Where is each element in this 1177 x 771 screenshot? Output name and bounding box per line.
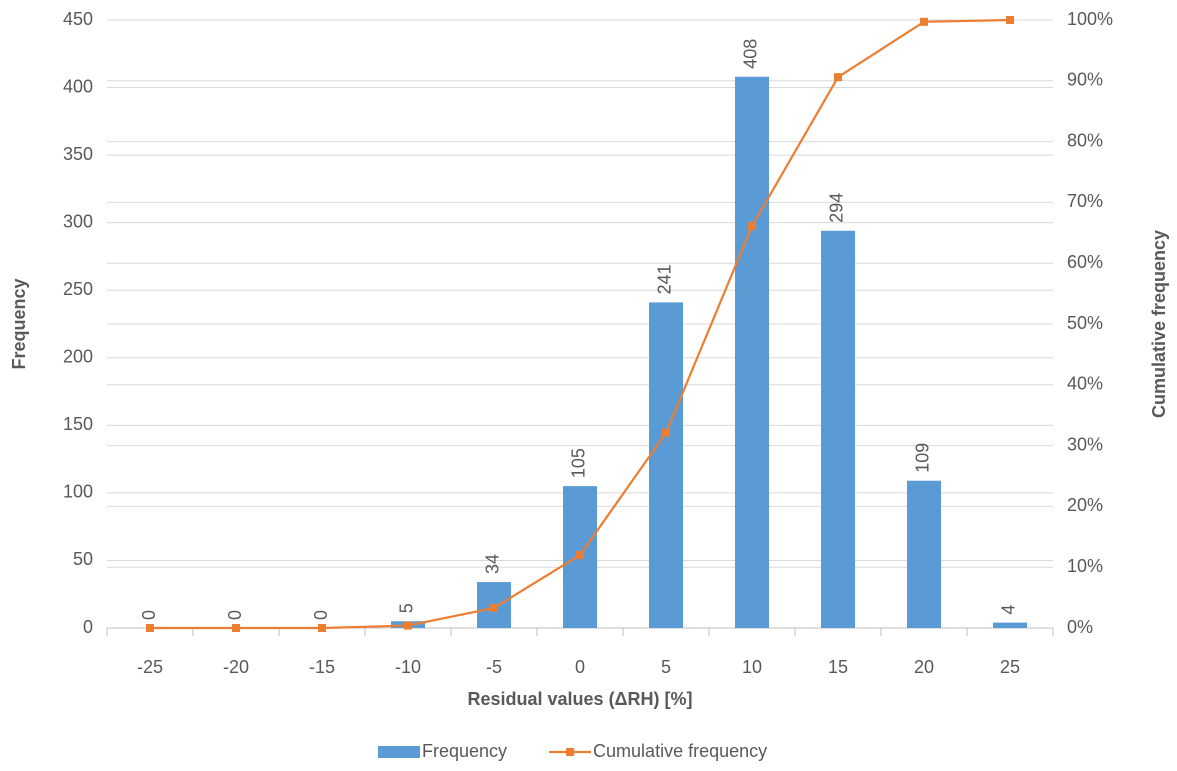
x-tick-label: 20: [914, 657, 934, 677]
bar: [649, 302, 683, 628]
marker: [1006, 16, 1014, 24]
y2-tick-label: 60%: [1067, 252, 1103, 272]
data-label: 0: [139, 610, 159, 620]
x-tick-label: 25: [1000, 657, 1020, 677]
x-tick-label: -25: [137, 657, 163, 677]
y-tick-label: 200: [63, 347, 93, 367]
x-tick-label: -20: [223, 657, 249, 677]
y2-tick-label: 30%: [1067, 434, 1103, 454]
y-tick-label: 350: [63, 144, 93, 164]
y-tick-label: 100: [63, 482, 93, 502]
x-tick-label: -15: [309, 657, 335, 677]
y-tick-label: 50: [73, 549, 93, 569]
marker: [920, 17, 928, 26]
marker: [232, 624, 240, 632]
y2-tick-label: 0%: [1067, 617, 1093, 637]
y2-tick-label: 20%: [1067, 495, 1103, 515]
x-tick-label: 15: [828, 657, 848, 677]
y2-tick-label: 40%: [1067, 374, 1103, 394]
legend-label: Frequency: [422, 741, 507, 761]
legend-swatch: [566, 748, 575, 756]
x-axis-title: Residual values (ΔRH) [%]: [468, 689, 693, 709]
y2-axis-title: Cumulative frequency: [1149, 230, 1169, 418]
data-label: 34: [483, 554, 503, 574]
y-tick-label: 150: [63, 414, 93, 434]
x-tick-label: -10: [395, 657, 421, 677]
y2-tick-label: 10%: [1067, 556, 1103, 576]
data-label: 4: [999, 605, 1019, 615]
marker: [318, 624, 326, 632]
y-tick-label: 250: [63, 279, 93, 299]
marker: [146, 624, 154, 632]
y-tick-label: 450: [63, 9, 93, 29]
data-label: 0: [311, 610, 331, 620]
y-tick-label: 400: [63, 76, 93, 96]
y2-tick-label: 100%: [1067, 9, 1113, 29]
marker: [748, 222, 756, 231]
x-tick-label: 5: [661, 657, 671, 677]
legend-swatch: [378, 746, 420, 758]
y-tick-label: 0: [83, 617, 93, 637]
marker: [576, 551, 584, 560]
data-label: 109: [913, 443, 933, 473]
y2-tick-label: 70%: [1067, 191, 1103, 211]
y2-tick-label: 80%: [1067, 130, 1103, 150]
bar: [907, 480, 941, 628]
legend-label: Cumulative frequency: [593, 741, 767, 761]
data-label: 5: [397, 603, 417, 613]
marker: [834, 73, 842, 82]
data-label: 105: [569, 448, 589, 478]
marker: [662, 428, 670, 437]
x-tick-label: -5: [486, 657, 502, 677]
x-tick-label: 10: [742, 657, 762, 677]
data-label: 294: [827, 193, 847, 223]
data-label: 241: [655, 264, 675, 294]
y-axis-title: Frequency: [9, 278, 29, 369]
data-label: 0: [225, 610, 245, 620]
y-tick-label: 300: [63, 211, 93, 231]
bar: [735, 76, 769, 629]
y2-tick-label: 50%: [1067, 313, 1103, 333]
marker: [490, 603, 498, 612]
bar: [821, 230, 855, 629]
marker: [404, 621, 412, 630]
x-tick-label: 0: [575, 657, 585, 677]
y2-tick-label: 90%: [1067, 70, 1103, 90]
bar: [993, 622, 1027, 628]
data-label: 408: [741, 39, 761, 69]
